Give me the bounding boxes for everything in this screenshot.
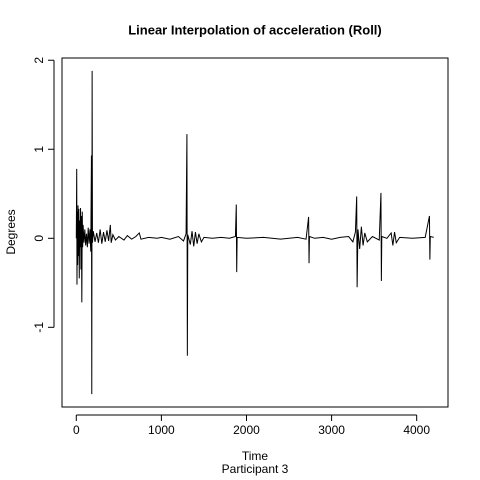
x-tick-label: 4000 [403,423,430,437]
data-line [75,70,434,395]
x-tick-label: 2000 [233,423,260,437]
x-tick-label: 3000 [318,423,345,437]
subtitle: Participant 3 [222,462,289,476]
x-tick-label: 1000 [148,423,175,437]
chart-title: Linear Interpolation of acceleration (Ro… [128,22,382,37]
y-axis-label: Degrees [4,209,18,254]
plot-box [61,57,449,408]
y-tick-label: 2 [32,57,46,64]
x-tick-label: 0 [73,423,80,437]
y-tick-label: 0 [32,235,46,242]
y-tick-label: 1 [32,146,46,153]
x-axis-label: Time [242,449,269,463]
y-tick-label: -1 [32,322,46,333]
